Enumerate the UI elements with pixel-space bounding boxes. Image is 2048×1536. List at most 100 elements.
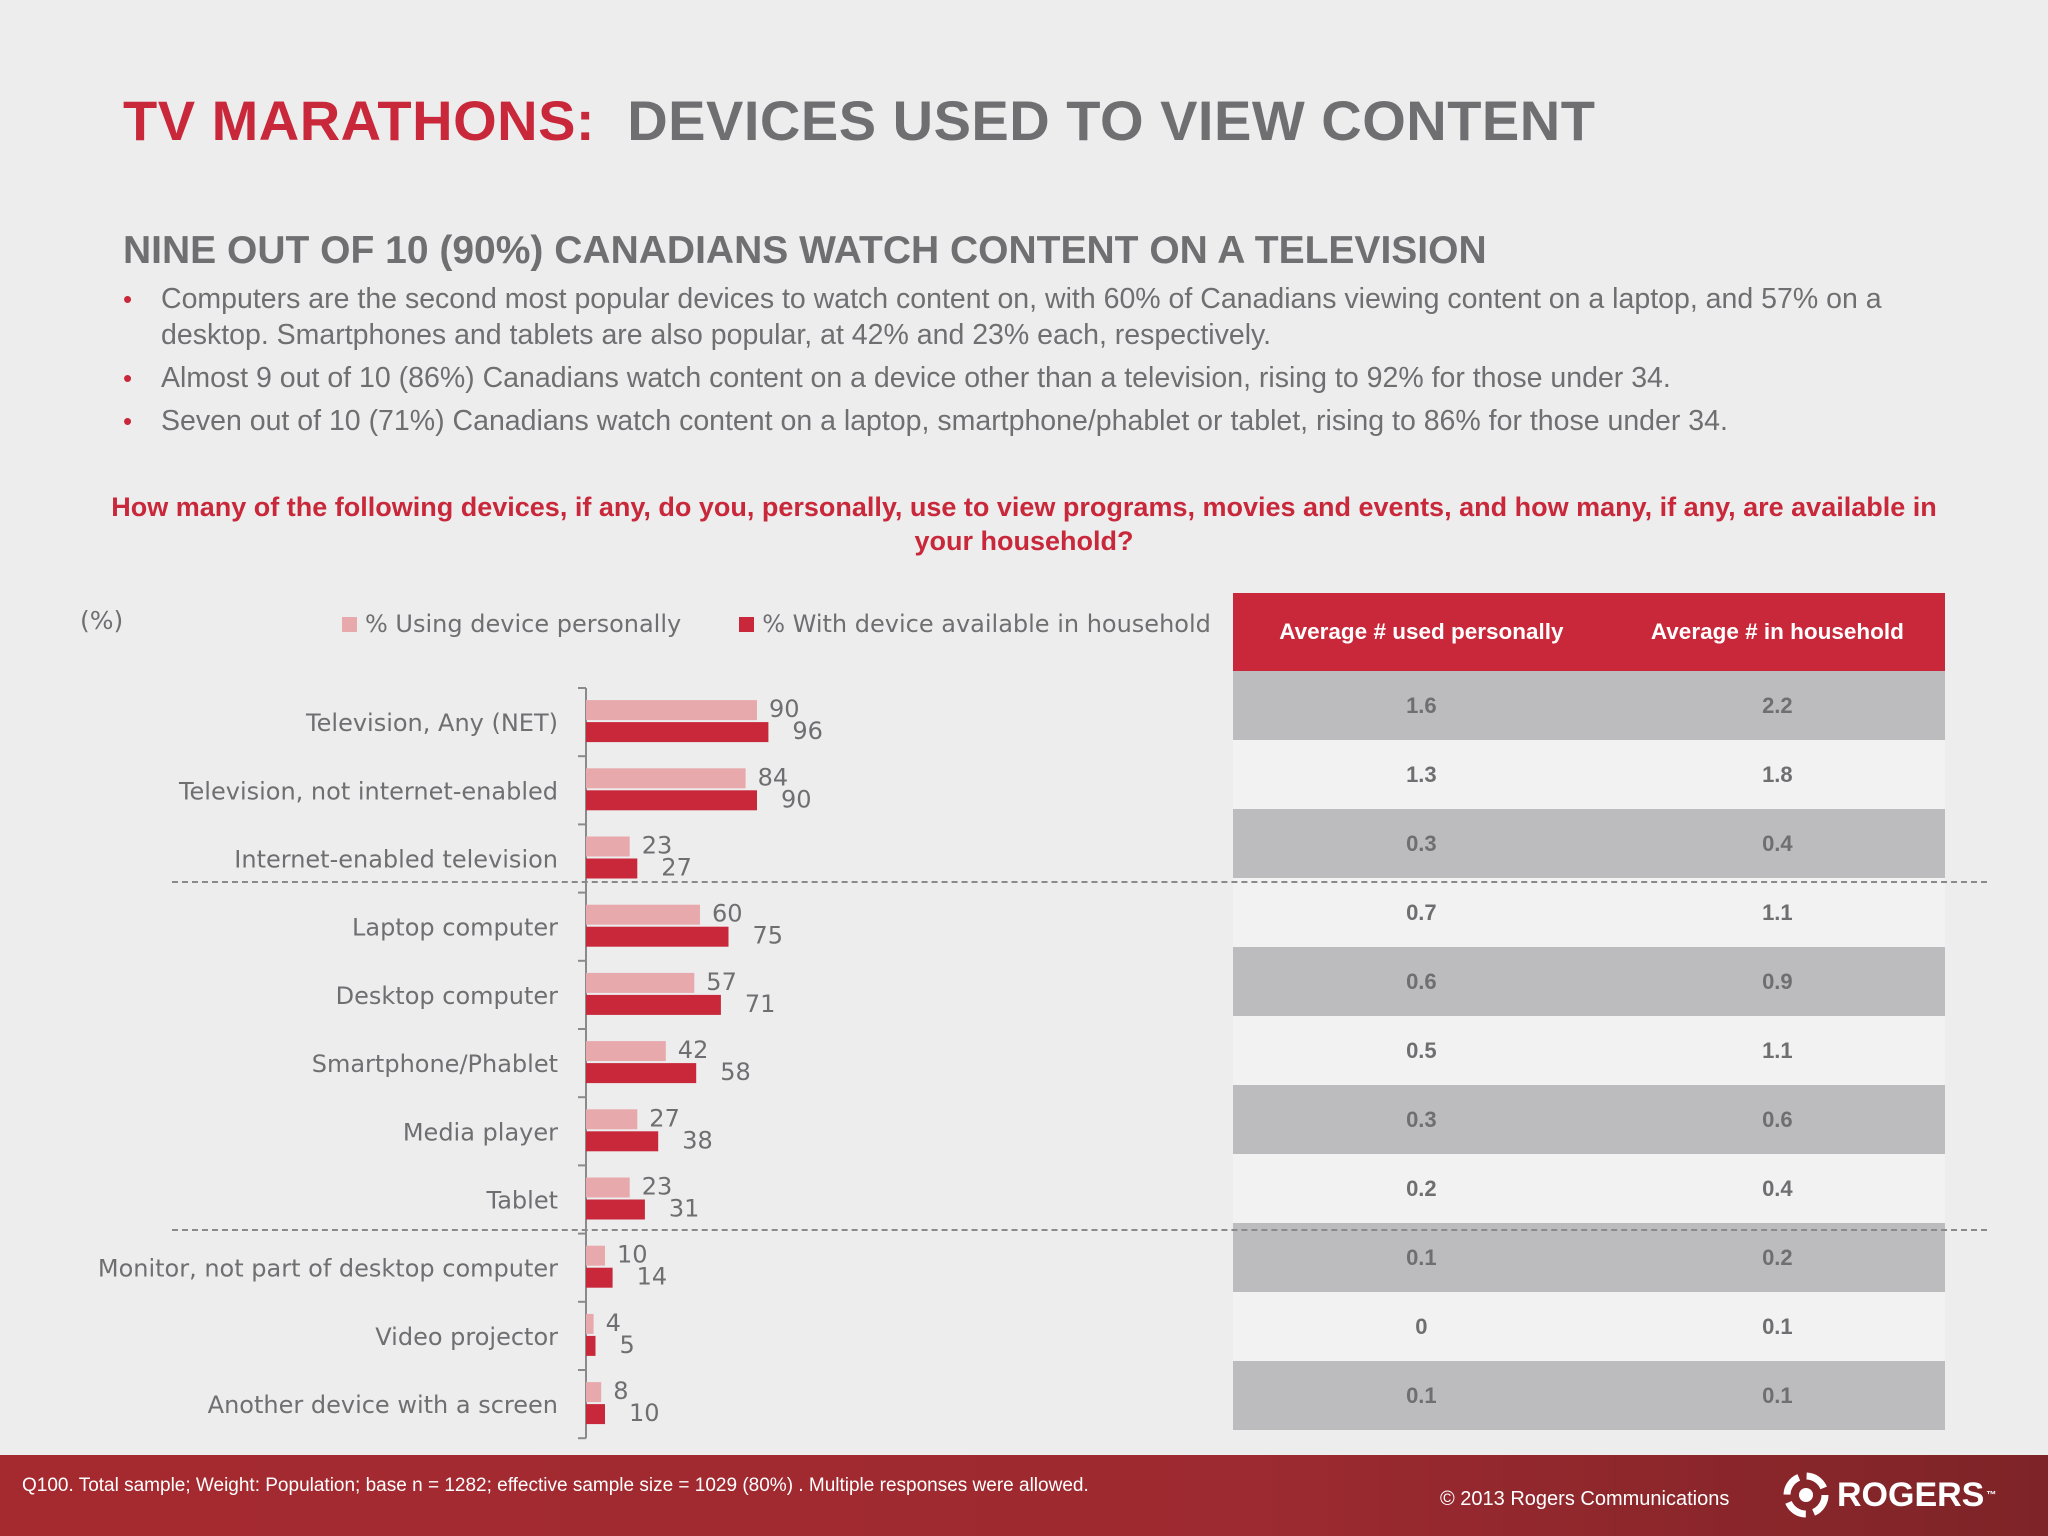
table-row: 0.3 0.4 — [1233, 809, 1945, 878]
category-label: Laptop computer — [352, 914, 558, 942]
data-label-household: 5 — [620, 1331, 635, 1359]
legend-label-personal: % Using device personally — [365, 610, 682, 638]
table-row: 0 0.1 — [1233, 1292, 1945, 1361]
data-label-personal: 10 — [617, 1241, 648, 1269]
averages-table: Average # used personally Average # in h… — [1233, 593, 1945, 1430]
copyright: © 2013 Rogers Communications — [1440, 1488, 1730, 1510]
survey-question: How many of the following devices, if an… — [111, 492, 1937, 556]
data-label-household: 58 — [720, 1058, 751, 1086]
footnote: Q100. Total sample; Weight: Population; … — [22, 1475, 1089, 1496]
data-label-personal: 27 — [649, 1104, 680, 1132]
summary-bullet: Seven out of 10 (71%) Canadians watch co… — [123, 403, 1923, 439]
cell-avg-personal: 1.6 — [1233, 671, 1610, 740]
group-separator — [172, 1229, 1987, 1231]
summary-bullets: Computers are the second most popular de… — [123, 281, 1923, 446]
cell-avg-household: 0.1 — [1609, 1292, 1945, 1361]
chart-legend: % Using device personally % With device … — [342, 610, 1269, 638]
cell-avg-personal: 0.7 — [1233, 878, 1610, 947]
legend-swatch-personal — [342, 616, 357, 632]
category-label: Internet-enabled television — [234, 846, 558, 874]
data-label-personal: 90 — [769, 695, 800, 723]
title-main: DEVICES USED TO VIEW CONTENT — [627, 89, 1596, 152]
legend-item-personal: % Using device personally — [342, 610, 681, 638]
table-row: 1.6 2.2 — [1233, 671, 1945, 740]
cell-avg-personal: 1.3 — [1233, 740, 1610, 809]
cell-avg-household: 2.2 — [1609, 671, 1945, 740]
cell-avg-personal: 0.1 — [1233, 1361, 1610, 1430]
bar-personal — [586, 972, 695, 993]
table-row: 0.7 1.1 — [1233, 878, 1945, 947]
bar-personal — [586, 1313, 594, 1334]
summary-bullet: Almost 9 out of 10 (86%) Canadians watch… — [123, 360, 1923, 396]
bar-household — [586, 1335, 596, 1356]
table-row: 0.6 0.9 — [1233, 947, 1945, 1016]
unit-label: (%) — [80, 606, 124, 635]
category-label: Television, not internet-enabled — [178, 777, 558, 805]
cell-avg-household: 0.2 — [1609, 1223, 1945, 1292]
data-label-personal: 60 — [712, 900, 743, 928]
category-label: Monitor, not part of desktop computer — [98, 1255, 558, 1283]
cell-avg-personal: 0.6 — [1233, 947, 1610, 1016]
logo-text: ROGERS — [1837, 1475, 1985, 1514]
bar-personal — [586, 1109, 638, 1130]
data-label-personal: 4 — [606, 1309, 621, 1337]
cell-avg-household: 0.4 — [1609, 1154, 1945, 1223]
summary-heading: NINE OUT OF 10 (90%) CANADIANS WATCH CON… — [123, 229, 1487, 272]
bar-personal — [586, 904, 700, 925]
bar-household — [586, 1063, 697, 1084]
data-label-household: 96 — [792, 717, 823, 745]
data-label-household: 14 — [637, 1263, 668, 1291]
data-label-household: 10 — [629, 1399, 660, 1427]
data-label-household: 38 — [682, 1126, 713, 1154]
data-label-household: 71 — [745, 990, 776, 1018]
data-label-household: 27 — [661, 854, 692, 882]
bar-personal — [586, 1245, 605, 1266]
logo-trademark: ™ — [1986, 1489, 1997, 1501]
data-label-personal: 57 — [706, 968, 737, 996]
category-label: Another device with a screen — [208, 1391, 558, 1419]
bar-personal — [586, 836, 630, 857]
cell-avg-personal: 0.5 — [1233, 1016, 1610, 1085]
bar-household — [586, 926, 729, 947]
bar-household — [586, 790, 757, 811]
data-label-personal: 42 — [678, 1036, 709, 1064]
table-row: 0.2 0.4 — [1233, 1154, 1945, 1223]
footer-bar: Q100. Total sample; Weight: Population; … — [0, 1455, 2048, 1536]
table-header-personal: Average # used personally — [1233, 593, 1610, 671]
bar-personal — [586, 700, 757, 721]
legend-item-household: % With device available in household — [739, 610, 1211, 638]
cell-avg-household: 0.9 — [1609, 947, 1945, 1016]
rogers-swirl-icon — [1783, 1472, 1829, 1518]
table-row: 0.1 0.1 — [1233, 1361, 1945, 1430]
data-label-personal: 23 — [642, 832, 673, 860]
cell-avg-household: 0.4 — [1609, 809, 1945, 878]
bar-household — [586, 994, 721, 1015]
data-label-personal: 8 — [613, 1377, 628, 1405]
category-label: Tablet — [486, 1187, 558, 1215]
data-label-household: 31 — [669, 1195, 700, 1223]
category-label: Media player — [403, 1118, 558, 1146]
data-label-personal: 84 — [758, 763, 789, 791]
category-label: Television, Any (NET) — [305, 709, 558, 737]
cell-avg-personal: 0.3 — [1233, 809, 1610, 878]
data-label-personal: 23 — [642, 1173, 673, 1201]
table-row: 0.3 0.6 — [1233, 1085, 1945, 1154]
legend-label-household: % With device available in household — [762, 610, 1211, 638]
cell-avg-personal: 0.1 — [1233, 1223, 1610, 1292]
bar-household — [586, 1199, 645, 1220]
bar-personal — [586, 1177, 630, 1198]
bar-household — [586, 722, 769, 743]
table-row: 1.3 1.8 — [1233, 740, 1945, 809]
data-label-household: 75 — [753, 922, 784, 950]
bar-household — [586, 1404, 605, 1425]
page-title: TV MARATHONS: DEVICES USED TO VIEW CONTE… — [123, 88, 1595, 153]
cell-avg-household: 1.8 — [1609, 740, 1945, 809]
group-separator — [172, 881, 1987, 883]
bar-household — [586, 1131, 659, 1152]
cell-avg-household: 0.1 — [1609, 1361, 1945, 1430]
category-label: Smartphone/Phablet — [312, 1050, 558, 1078]
category-label: Video projector — [375, 1323, 558, 1351]
title-highlight: TV MARATHONS: — [123, 89, 596, 152]
table-body: 1.6 2.2 1.3 1.8 0.3 0.4 0.7 1.1 0.6 0.9 0.5 1.1 0.3 0… — [1233, 671, 1945, 1430]
